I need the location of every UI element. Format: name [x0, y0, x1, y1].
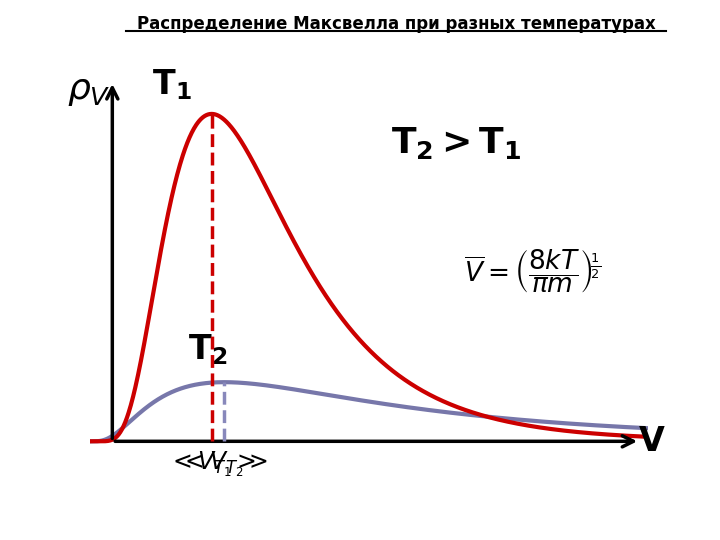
Text: $< V_{T_2} >$: $< V_{T_2} >$: [180, 450, 268, 479]
Text: $\overline{V} = \left(\dfrac{8kT}{\pi m}\right)^{\!\frac{1}{2}}$: $\overline{V} = \left(\dfrac{8kT}{\pi m}…: [464, 247, 601, 295]
Text: $\mathbf{T_2}$: $\mathbf{T_2}$: [189, 332, 228, 367]
Text: $< V_{T_1} >$: $< V_{T_1} >$: [168, 450, 256, 479]
Text: $\rho_V$: $\rho_V$: [66, 74, 110, 108]
Text: Распределение Максвелла при разных температурах: Распределение Максвелла при разных темпе…: [137, 15, 655, 33]
Text: $\mathbf{V}$: $\mathbf{V}$: [638, 425, 666, 458]
Text: $\mathbf{T_1}$: $\mathbf{T_1}$: [152, 68, 192, 102]
Text: $\mathbf{T_2 > T_1}$: $\mathbf{T_2 > T_1}$: [391, 125, 522, 161]
